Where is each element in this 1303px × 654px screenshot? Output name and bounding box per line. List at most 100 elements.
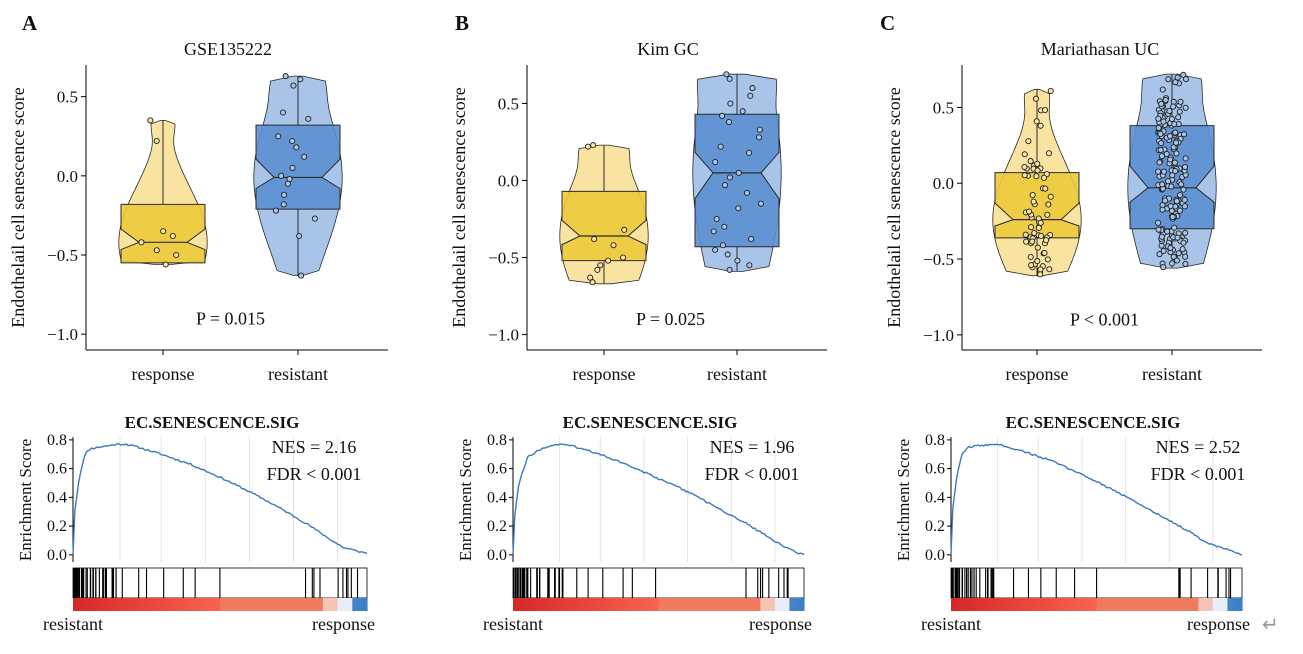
rank-color-segment xyxy=(1183,598,1190,611)
data-point xyxy=(1028,262,1035,269)
data-point xyxy=(1037,232,1045,239)
rank-color-segment xyxy=(561,598,567,611)
y-axis-label: Enrichment Score xyxy=(16,439,35,561)
rank-color-segment xyxy=(131,598,138,611)
data-point xyxy=(1158,100,1165,107)
rank-color-segment xyxy=(1130,598,1136,611)
rank-color-segment xyxy=(527,598,533,611)
data-point xyxy=(1030,198,1037,205)
data-point xyxy=(1172,79,1179,86)
gsea-panel-B: EC.SENESCENCE.SIG 0.0 0.2 0.4 0.6 0.8 Enrichme… xyxy=(456,413,812,634)
rank-color-segment xyxy=(999,598,1005,611)
rank-color-segment xyxy=(303,598,309,611)
y-axis-label: Endothelail cell senescence score xyxy=(8,87,28,327)
data-point xyxy=(739,108,746,115)
data-point xyxy=(1171,159,1178,166)
rank-color-segment xyxy=(1115,598,1122,611)
rank-color-segment xyxy=(239,598,246,611)
data-point xyxy=(1166,107,1173,114)
data-point xyxy=(719,112,726,119)
panel-letter-C: C xyxy=(880,11,895,35)
rank-color-segment xyxy=(347,598,353,611)
data-point xyxy=(1155,115,1162,122)
rank-color-segment xyxy=(750,598,757,611)
data-point xyxy=(724,251,731,258)
data-point xyxy=(1172,167,1179,175)
rank-color-segment xyxy=(779,598,786,611)
rank-color-segment xyxy=(1208,598,1214,611)
rank-color-segment xyxy=(322,598,329,611)
rank-color-segment xyxy=(605,598,611,611)
rank-color-segment xyxy=(229,598,236,611)
rank-color-segment xyxy=(989,598,996,611)
rank-color-segment xyxy=(87,598,94,611)
y-tick-label: 0.0 xyxy=(925,547,945,564)
rank-color-segment xyxy=(1028,598,1035,611)
data-point xyxy=(1175,250,1182,257)
rank-color-segment xyxy=(156,598,162,611)
data-point xyxy=(1022,231,1029,238)
rank-color-segment xyxy=(298,598,304,611)
data-point xyxy=(1169,213,1176,220)
data-point xyxy=(1162,96,1169,104)
y-tick-label: 0.6 xyxy=(487,461,507,478)
data-point xyxy=(1163,150,1170,158)
data-point xyxy=(1181,163,1189,171)
data-point xyxy=(311,215,318,222)
rank-label-right: response xyxy=(1187,614,1250,634)
data-point xyxy=(275,133,282,140)
data-point xyxy=(710,228,717,235)
rank-color-segment xyxy=(234,598,241,611)
data-point xyxy=(1041,249,1048,257)
y-tick-label: 0.4 xyxy=(487,489,507,506)
data-point xyxy=(1034,258,1041,265)
data-point xyxy=(1182,260,1189,267)
rank-color-segment xyxy=(1203,598,1209,611)
data-point xyxy=(757,200,764,207)
data-point xyxy=(719,242,726,249)
data-point xyxy=(1047,193,1054,200)
rank-color-segment xyxy=(1232,598,1238,611)
rank-color-segment xyxy=(77,598,84,611)
data-point xyxy=(712,159,719,166)
rank-color-segment xyxy=(517,598,524,611)
y-tick-label: 0.5 xyxy=(933,98,954,117)
rank-color-segment xyxy=(716,598,723,611)
data-point xyxy=(1176,108,1183,115)
data-point xyxy=(1171,121,1178,128)
rank-color-segment xyxy=(610,598,616,611)
enrichment-score-line xyxy=(72,442,368,555)
y-tick-label: 0.0 xyxy=(47,547,67,564)
data-point xyxy=(1037,122,1044,129)
y-tick-label: −1.0 xyxy=(923,326,954,345)
data-point xyxy=(1175,114,1182,121)
rank-color-segment xyxy=(1009,598,1015,611)
data-point xyxy=(1179,246,1186,253)
violin-panel-A: A GSE135222 0.5 0.0 −0.5 −1.0 Endothelail cell… xyxy=(8,11,388,384)
rank-color-segment xyxy=(702,598,708,611)
fdr-label: FDR < 0.001 xyxy=(267,464,362,484)
data-point xyxy=(280,201,287,208)
rank-color-segment xyxy=(600,598,606,611)
data-point xyxy=(1155,168,1162,175)
data-point xyxy=(1176,207,1183,214)
y-tick-label: 0.4 xyxy=(925,489,945,506)
x-tick-label-response: response xyxy=(1006,364,1069,384)
data-point xyxy=(1027,253,1034,261)
rank-color-segment xyxy=(293,598,299,611)
rank-color-segment xyxy=(566,598,572,611)
data-point xyxy=(727,100,734,107)
data-point xyxy=(1182,229,1189,236)
data-point xyxy=(1155,226,1162,233)
data-point xyxy=(1173,198,1180,205)
rank-color-segment xyxy=(1101,598,1107,611)
rank-color-segment xyxy=(97,598,103,611)
gsea-panel-A: EC.SENESCENCE.SIG 0.0 0.2 0.4 0.6 0.8 Enrichme… xyxy=(16,413,375,634)
rank-color-segment xyxy=(1018,598,1025,611)
y-tick-label: −0.5 xyxy=(923,250,954,269)
rank-color-segment xyxy=(318,598,324,611)
y-tick-label: −1.0 xyxy=(47,325,78,344)
rank-label-left: resistant xyxy=(921,614,981,634)
data-point xyxy=(282,73,289,80)
rank-color-segment xyxy=(668,598,674,611)
